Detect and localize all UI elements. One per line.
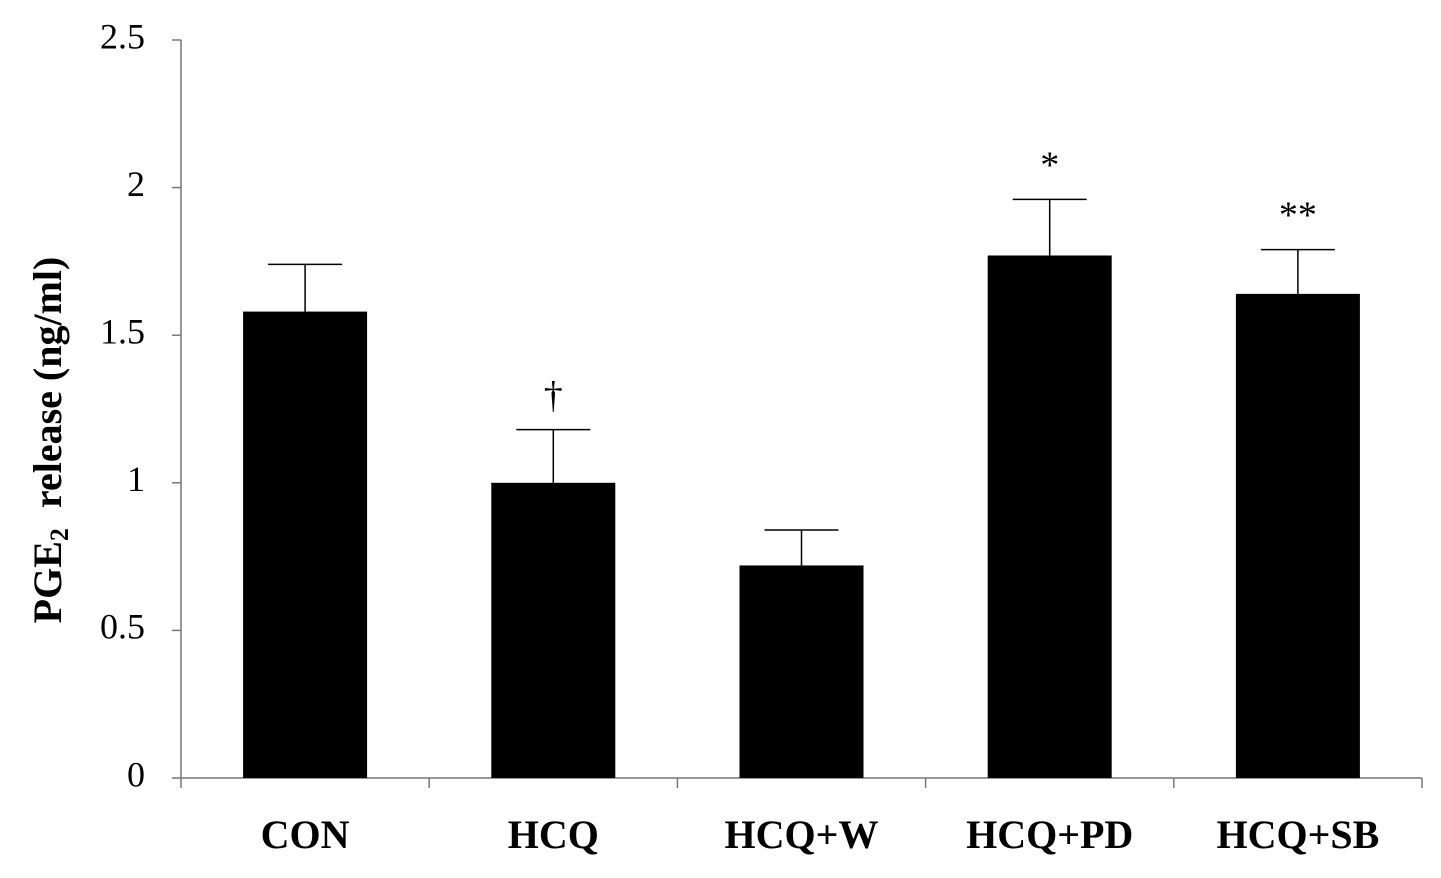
bar bbox=[243, 311, 368, 778]
y-tick-label: 2 bbox=[127, 164, 145, 204]
bars bbox=[243, 255, 1360, 779]
y-axis-label: PGE2 release (ng/ml) bbox=[25, 257, 74, 624]
bar bbox=[491, 482, 616, 778]
category-labels: CON HCQ HCQ+W HCQ+PD HCQ+SB bbox=[261, 812, 1380, 857]
bar bbox=[1235, 293, 1360, 778]
y-tick-label: 0.5 bbox=[100, 607, 145, 647]
category-label: HCQ+PD bbox=[966, 812, 1133, 857]
error-bars bbox=[268, 198, 1335, 566]
axes bbox=[172, 39, 1423, 788]
significance-marker: * bbox=[1040, 144, 1059, 186]
bar bbox=[739, 565, 864, 778]
y-tick-label: 1.5 bbox=[100, 311, 145, 351]
y-axis-label-prefix: PGE bbox=[25, 541, 70, 623]
y-tick-label: 1 bbox=[127, 459, 145, 499]
svg-text:PGE2release (ng/ml): PGE2 release (ng/ml) bbox=[25, 257, 74, 624]
bar bbox=[987, 255, 1112, 779]
y-axis-label-subscript: 2 bbox=[45, 528, 74, 541]
category-label: HCQ+SB bbox=[1216, 812, 1379, 857]
y-axis-label-suffix: release (ng/ml) bbox=[25, 257, 70, 508]
y-tick-label: 2.5 bbox=[100, 16, 145, 56]
y-tick-labels: 0 0.5 1 1.5 2 2.5 bbox=[100, 16, 145, 794]
category-label: CON bbox=[261, 812, 350, 857]
significance-marker: † bbox=[544, 375, 563, 417]
y-tick-label: 0 bbox=[127, 754, 145, 794]
significance-annotations: †*** bbox=[544, 144, 1317, 416]
category-label: HCQ bbox=[508, 812, 599, 857]
category-label: HCQ+W bbox=[725, 812, 879, 857]
significance-marker: ** bbox=[1279, 195, 1317, 237]
